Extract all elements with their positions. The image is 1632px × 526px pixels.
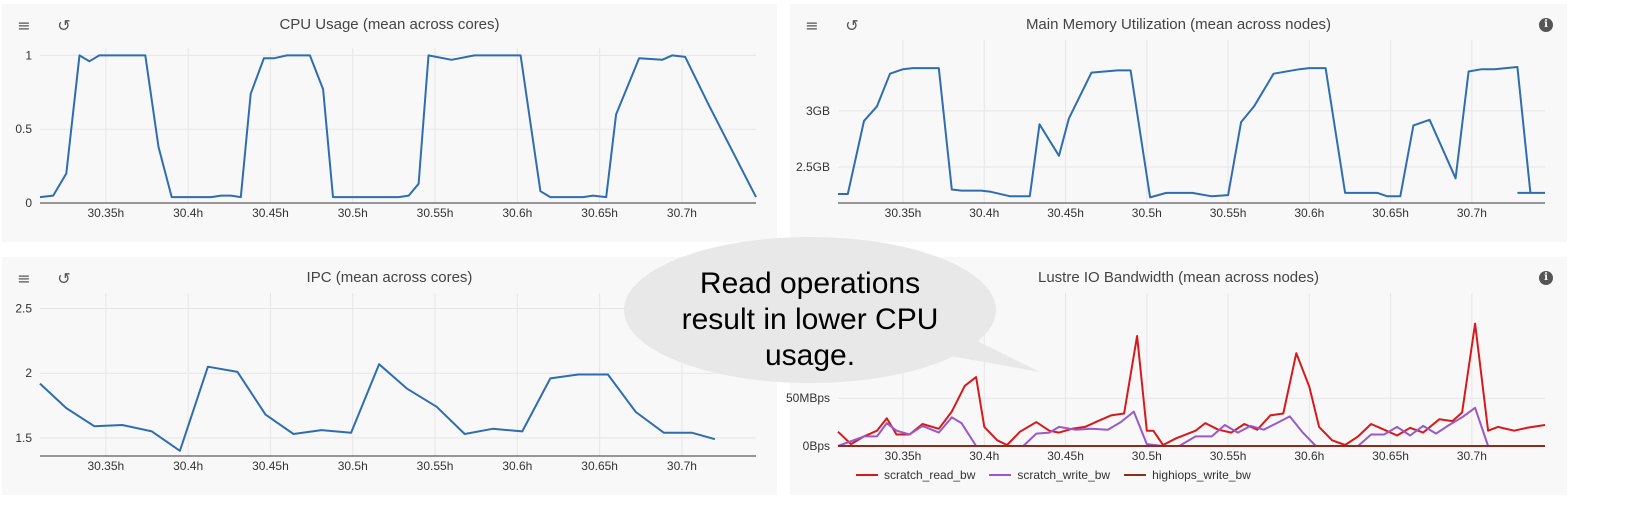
- x-tick-label: 30.65h: [1372, 206, 1409, 220]
- menu-icon[interactable]: ≡: [17, 269, 31, 288]
- legend-swatch: [856, 474, 878, 476]
- legend-label: highiops_write_bw: [1152, 468, 1251, 482]
- cpu-usage-panel: ≡ ↺ CPU Usage (mean across cores) 30.35h…: [2, 4, 777, 242]
- x-tick-label: 30.5h: [338, 206, 368, 220]
- legend-label: scratch_read_bw: [884, 468, 976, 482]
- chart-legend: scratch_read_bw scratch_write_bw highiop…: [856, 468, 1265, 482]
- series-line-scratch-write-bw: [837, 406, 1502, 447]
- y-tick-label: 50MBps: [786, 391, 830, 405]
- x-tick-label: 30.6h: [502, 459, 532, 473]
- x-tick-label: 30.7h: [667, 459, 697, 473]
- x-tick-label: 30.4h: [173, 206, 203, 220]
- callout-line: Read operations: [699, 267, 921, 300]
- reset-zoom-icon[interactable]: ↺: [845, 16, 859, 35]
- x-tick-label: 30.5h: [1132, 206, 1162, 220]
- x-tick-label: 30.5h: [338, 459, 368, 473]
- y-tick-label: 0: [25, 196, 32, 210]
- info-icon[interactable]: i: [1539, 18, 1553, 32]
- legend-item-scratch-write[interactable]: scratch_write_bw: [989, 468, 1110, 482]
- legend-swatch: [989, 474, 1012, 476]
- y-tick-label: 0.5: [15, 122, 32, 136]
- x-tick-label: 30.35h: [885, 449, 922, 463]
- legend-swatch: [1124, 474, 1147, 476]
- memory-utilization-chart[interactable]: 30.35h 30.4h 30.45h 30.5h 30.55h 30.6h 30.65h 3…: [790, 4, 1567, 242]
- y-tick-label: 0Bps: [803, 439, 830, 453]
- reset-zoom-icon[interactable]: ↺: [57, 269, 71, 288]
- y-tick-label: 1: [25, 48, 32, 62]
- x-tick-label: 30.6h: [1294, 206, 1324, 220]
- cpu-usage-chart[interactable]: 30.35h 30.4h 30.45h 30.5h 30.55h 30.6h 30.65h 3…: [2, 4, 777, 242]
- y-tick-label: 2.5: [15, 302, 32, 316]
- x-tick-label: 30.35h: [885, 206, 922, 220]
- legend-item-scratch-read[interactable]: scratch_read_bw: [856, 468, 975, 482]
- x-tick-label: 30.4h: [969, 206, 999, 220]
- legend-label: scratch_write_bw: [1017, 468, 1111, 482]
- reset-zoom-icon[interactable]: ↺: [57, 16, 71, 35]
- series-line: [39, 54, 757, 199]
- x-tick-label: 30.65h: [1372, 449, 1409, 463]
- x-tick-label: 30.4h: [969, 449, 999, 463]
- memory-utilization-panel: ≡ ↺ Main Memory Utilization (mean across…: [790, 4, 1567, 242]
- y-tick-label: 2.5GB: [796, 160, 830, 174]
- legend-item-highiops-write[interactable]: highiops_write_bw: [1124, 468, 1251, 482]
- series-line: [39, 363, 716, 452]
- menu-icon[interactable]: ≡: [17, 16, 31, 35]
- callout-line: result in lower CPU: [681, 303, 939, 336]
- x-tick-label: 30.45h: [252, 459, 289, 473]
- lustre-io-chart[interactable]: 30.35h 30.4h 30.45h 30.5h 30.55h 30.6h 30.65h 3…: [786, 257, 1567, 495]
- x-tick-label: 30.55h: [417, 206, 454, 220]
- x-tick-label: 30.55h: [417, 459, 454, 473]
- x-tick-label: 30.65h: [581, 206, 618, 220]
- callout-text: Read operations result in lower CPU usag…: [620, 266, 1000, 374]
- x-tick-label: 30.6h: [502, 206, 532, 220]
- series-line-scratch-read-bw: [837, 322, 1546, 446]
- x-tick-label: 30.6h: [1294, 449, 1324, 463]
- x-tick-label: 30.45h: [1047, 449, 1084, 463]
- x-tick-label: 30.7h: [1457, 206, 1487, 220]
- x-tick-label: 30.7h: [667, 206, 697, 220]
- x-tick-label: 30.65h: [581, 459, 618, 473]
- x-tick-label: 30.45h: [1047, 206, 1084, 220]
- info-icon[interactable]: i: [1539, 271, 1553, 285]
- series-line: [838, 66, 1532, 199]
- x-tick-label: 30.35h: [87, 459, 124, 473]
- y-tick-label: 3GB: [806, 104, 830, 118]
- y-tick-label: 1.5: [15, 431, 32, 445]
- x-tick-label: 30.55h: [1210, 449, 1247, 463]
- x-tick-label: 30.35h: [87, 206, 124, 220]
- y-tick-label: 2: [25, 366, 32, 380]
- x-tick-label: 30.7h: [1457, 449, 1487, 463]
- x-tick-label: 30.4h: [173, 459, 203, 473]
- x-tick-label: 30.5h: [1132, 449, 1162, 463]
- callout-line: usage.: [764, 339, 856, 372]
- menu-icon[interactable]: ≡: [805, 16, 819, 35]
- x-tick-label: 30.55h: [1210, 206, 1247, 220]
- x-tick-label: 30.45h: [252, 206, 289, 220]
